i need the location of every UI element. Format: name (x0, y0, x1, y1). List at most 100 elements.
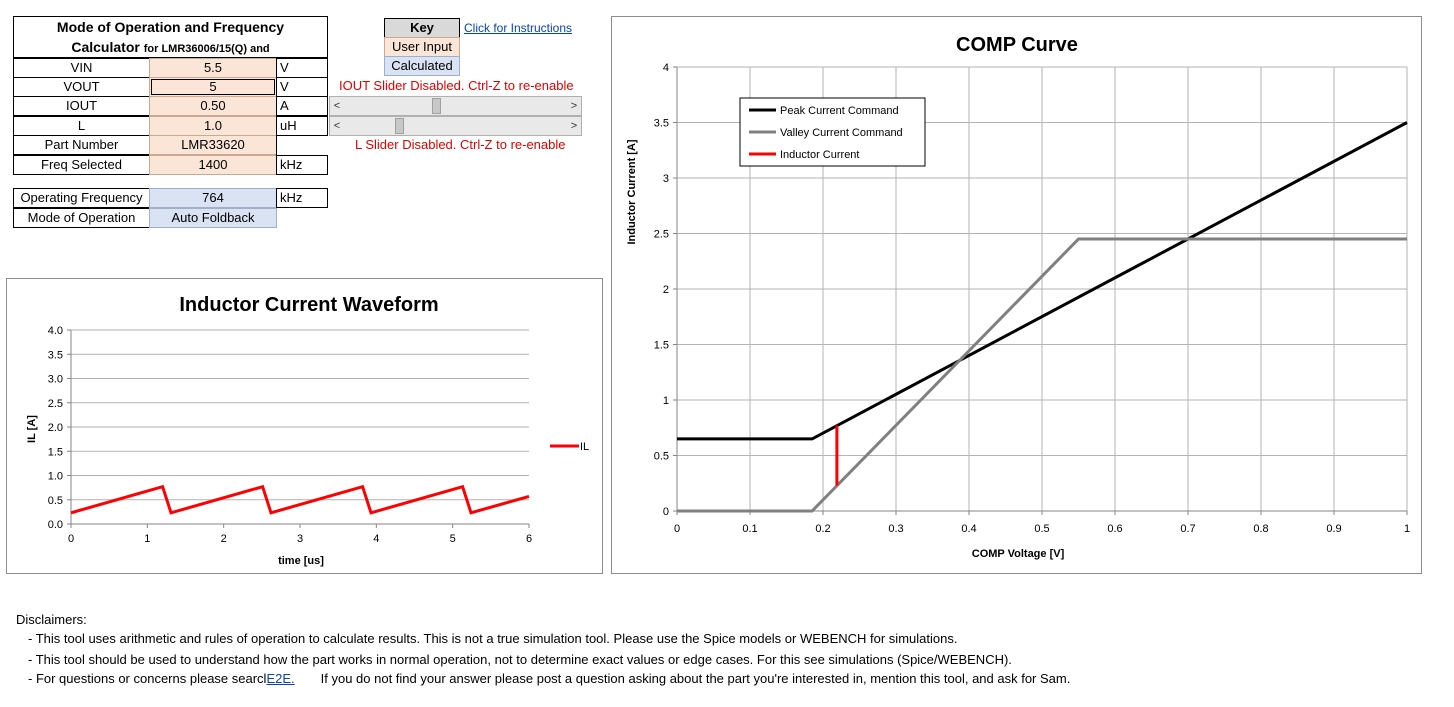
x-tick-label: 0.2 (815, 523, 830, 535)
y-tick-label: 2.5 (48, 398, 63, 410)
calculator-title-line2: Calculator (71, 39, 140, 55)
y-tick-label: 3.0 (48, 374, 63, 386)
inductor-waveform-chart: Inductor Current Waveform time [us] IL [… (6, 278, 603, 574)
vin-unit: V (276, 58, 328, 78)
disclaimers-heading: Disclaimers: (16, 612, 87, 627)
x-tick-label: 0.8 (1253, 523, 1268, 535)
series-line-il (70, 484, 530, 515)
key-user-input: User Input (384, 37, 460, 57)
mode-of-operation-label: Mode of Operation (13, 208, 150, 228)
disclaimer-line-2: - This tool should be used to understand… (28, 652, 1012, 667)
l-unit: uH (276, 116, 328, 136)
operating-frequency-value: 764 (149, 188, 277, 208)
x-tick-label: 6 (526, 533, 532, 545)
comp-curve-chart: COMP Curve COMP Voltage [V] Inductor Cur… (611, 16, 1422, 574)
l-slider[interactable]: < > (329, 116, 582, 136)
iout-slider-right-arrow[interactable]: > (570, 100, 578, 112)
y-tick-label: 2 (663, 284, 669, 296)
x-axis-label: time [us] (278, 555, 324, 567)
y-axis-label: Inductor Current [A] (626, 139, 638, 244)
y-tick-label: 1 (663, 395, 669, 407)
legend-label: Peak Current Command (780, 105, 899, 117)
l-slider-right-arrow[interactable]: > (570, 120, 578, 132)
l-slider-warning: L Slider Disabled. Ctrl-Z to re-enable (355, 137, 566, 152)
x-axis-label: COMP Voltage [V] (972, 548, 1065, 560)
y-tick-label: 3 (663, 173, 669, 185)
y-tick-label: 1.5 (48, 446, 63, 458)
vout-unit: V (276, 77, 328, 97)
l-label: L (13, 116, 150, 136)
x-tick-label: 0.1 (742, 523, 757, 535)
calculator-title: Mode of Operation and Frequency Calculat… (13, 16, 328, 58)
y-tick-label: 4.0 (48, 325, 63, 337)
x-tick-label: 0.4 (961, 523, 976, 535)
y-tick-label: 0.5 (48, 495, 63, 507)
x-tick-label: 0.6 (1107, 523, 1122, 535)
vin-label: VIN (13, 58, 150, 78)
iout-input[interactable]: 0.50 (149, 96, 277, 116)
disclaimer-line-3-rest: If you do not find your answer please po… (320, 671, 1071, 686)
calculator-title-line1: Mode of Operation and Frequency (56, 19, 285, 35)
vout-input[interactable]: 5 (149, 77, 277, 97)
iout-slider-warning: IOUT Slider Disabled. Ctrl-Z to re-enabl… (339, 78, 574, 93)
x-tick-label: 0.5 (1034, 523, 1049, 535)
iout-slider[interactable]: < > (329, 96, 582, 116)
iout-slider-thumb[interactable] (431, 98, 441, 114)
calculator-title-subtitle: for LMR36006/15(Q) and (143, 43, 270, 55)
legend-label: Valley Current Command (780, 127, 903, 139)
disclaimer-line-1: - This tool uses arithmetic and rules of… (28, 631, 958, 646)
y-axis-label: IL [A] (26, 415, 38, 443)
operating-frequency-label: Operating Frequency (13, 188, 150, 208)
x-tick-label: 1 (1404, 523, 1410, 535)
y-tick-label: 1.0 (48, 471, 63, 483)
x-tick-label: 0 (674, 523, 680, 535)
part-number-label: Part Number (13, 135, 150, 155)
x-tick-label: 1 (144, 533, 150, 545)
y-tick-label: 0 (663, 506, 669, 518)
part-number-input[interactable]: LMR33620 (149, 135, 277, 155)
key-header: Key (384, 18, 460, 38)
x-tick-label: 2 (221, 533, 227, 545)
x-tick-label: 0 (68, 533, 74, 545)
operating-frequency-unit: kHz (276, 188, 328, 208)
e2e-link[interactable]: E2E. (266, 671, 295, 686)
legend-label: IL (580, 441, 589, 453)
mode-of-operation-value: Auto Foldback (149, 208, 277, 228)
chart-title: Inductor Current Waveform (179, 294, 438, 316)
series-line-peak-current-command (677, 121, 1408, 441)
disclaimer-line-3: - For questions or concerns please searc… (28, 671, 1070, 686)
iout-slider-left-arrow[interactable]: < (333, 100, 341, 112)
series-line-valley-current-command (677, 237, 1407, 513)
comp-curve-plot: COMP Curve COMP Voltage [V] Inductor Cur… (626, 34, 1410, 560)
x-tick-label: 0.7 (1180, 523, 1195, 535)
y-tick-label: 2.0 (48, 422, 63, 434)
x-tick-label: 5 (450, 533, 456, 545)
freq-selected-label: Freq Selected (13, 155, 150, 175)
y-tick-label: 0.0 (48, 519, 63, 531)
y-tick-label: 2.5 (654, 229, 669, 241)
l-input[interactable]: 1.0 (149, 116, 277, 136)
legend-label: Inductor Current (780, 149, 859, 161)
key-calculated: Calculated (384, 56, 460, 76)
vout-label: VOUT (13, 77, 150, 97)
freq-selected-input[interactable]: 1400 (149, 155, 277, 175)
inductor-waveform-plot: Inductor Current Waveform time [us] IL [… (26, 294, 589, 567)
y-tick-label: 4 (663, 62, 669, 74)
l-slider-thumb[interactable] (395, 118, 405, 134)
vin-input[interactable]: 5.5 (149, 58, 277, 78)
iout-label: IOUT (13, 96, 150, 116)
l-slider-left-arrow[interactable]: < (333, 120, 341, 132)
chart-title: COMP Curve (956, 34, 1078, 56)
iout-unit: A (276, 96, 328, 116)
freq-selected-unit: kHz (276, 155, 328, 175)
y-tick-label: 3.5 (654, 118, 669, 130)
y-tick-label: 3.5 (48, 349, 63, 361)
y-tick-label: 0.5 (654, 451, 669, 463)
y-tick-label: 1.5 (654, 340, 669, 352)
x-tick-label: 4 (373, 533, 379, 545)
x-tick-label: 3 (297, 533, 303, 545)
disclaimer-line-3-text: - For questions or concerns please searc… (28, 671, 267, 686)
x-tick-label: 0.3 (888, 523, 903, 535)
x-tick-label: 0.9 (1326, 523, 1341, 535)
instructions-link[interactable]: Click for Instructions (464, 21, 573, 35)
